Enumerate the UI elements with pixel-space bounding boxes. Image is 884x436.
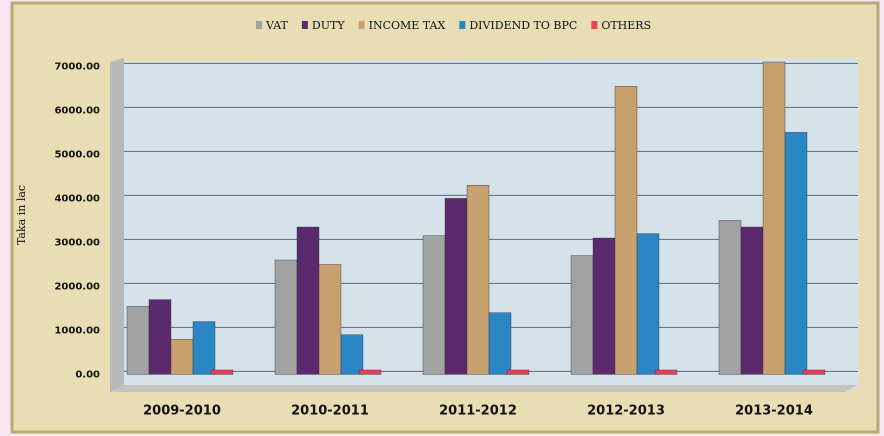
bar: [296, 226, 320, 375]
y-axis-label: Taka in lac: [15, 185, 28, 245]
bar: [422, 235, 446, 375]
bar: [784, 132, 808, 375]
y-tick-label: 6000.00: [54, 105, 100, 116]
x-tick-label: 2010-2011: [291, 404, 369, 419]
bar: [614, 85, 638, 375]
legend-label: OTHERS: [601, 19, 651, 32]
legend-swatch: [459, 21, 466, 29]
legend-label: DUTY: [312, 19, 345, 32]
x-tick-label: 2012-2013: [587, 404, 665, 419]
bar: [636, 233, 660, 375]
bar: [718, 220, 742, 375]
legend-label: DIVIDEND TO BPC: [469, 19, 577, 32]
bar: [210, 369, 234, 375]
bar: [570, 255, 594, 375]
bar: [802, 369, 826, 375]
legend-swatch: [358, 21, 365, 29]
bar: [318, 264, 342, 375]
side-wall: [110, 58, 124, 392]
y-tick-label: 4000.00: [54, 193, 100, 204]
bar: [592, 237, 616, 375]
legend-label: INCOME TAX: [369, 19, 446, 32]
bar: [126, 306, 150, 375]
floor: [110, 385, 858, 392]
bar: [192, 321, 216, 375]
x-tick-label: 2013-2014: [735, 404, 813, 419]
bar: [148, 299, 172, 375]
x-tick-label: 2009-2010: [143, 404, 221, 419]
y-tick-label: 3000.00: [54, 237, 100, 248]
y-tick-label: 7000.00: [54, 61, 100, 72]
y-tick-label: 1000.00: [54, 325, 100, 336]
legend-swatch: [256, 21, 262, 29]
bar: [654, 369, 678, 375]
bar: [506, 369, 530, 375]
bar: [740, 226, 764, 375]
bar: [466, 184, 490, 375]
y-tick-label: 2000.00: [54, 281, 100, 292]
y-tick-label: 0.00: [75, 369, 100, 380]
x-tick-label: 2011-2012: [439, 404, 517, 419]
legend-swatch: [301, 21, 308, 29]
bar: [444, 198, 468, 375]
bar: [488, 312, 512, 375]
legend-label: VAT: [265, 19, 289, 32]
bar: [762, 61, 786, 375]
bar: [358, 369, 382, 375]
bar: [170, 339, 194, 375]
bar: [340, 334, 364, 375]
y-tick-label: 5000.00: [54, 149, 100, 160]
bar: [274, 259, 298, 375]
legend-swatch: [591, 21, 598, 29]
